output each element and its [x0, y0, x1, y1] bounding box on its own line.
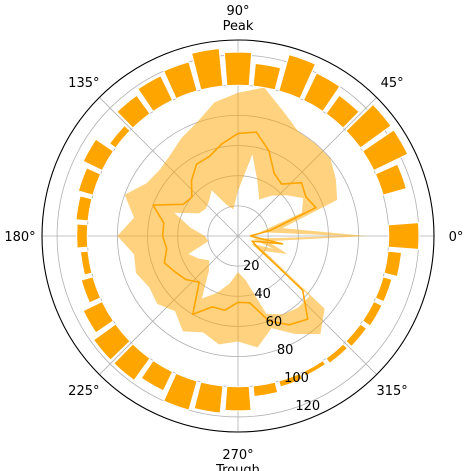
series-line: [152, 131, 317, 326]
angular-tick-label: 0°: [449, 230, 464, 245]
angular-tick-labels: 0° 45° 90° Peak 135° 180° 225° 270° Trough 315°: [4, 4, 463, 471]
bar-4: [345, 103, 392, 149]
bar-30: [302, 359, 327, 377]
bar-9: [223, 51, 253, 87]
polar-spine: [41, 39, 435, 433]
bar-29: [278, 372, 304, 388]
bar-28: [252, 381, 279, 398]
bar-19: [79, 250, 93, 276]
bar-2: [374, 163, 407, 196]
bar-10: [191, 47, 224, 91]
bar-21: [82, 300, 115, 334]
radial-tick-label: 60: [266, 315, 283, 330]
bar-3: [361, 129, 409, 172]
bar-32: [345, 323, 368, 348]
radial-tick-label: 80: [277, 343, 294, 358]
bar-8: [252, 62, 282, 91]
angular-tick-label: 315°: [376, 384, 407, 399]
bar-18: [76, 223, 89, 249]
bar-24: [140, 359, 174, 392]
polar-frame: [41, 39, 435, 433]
bar-25: [163, 372, 198, 411]
radial-tick-labels: 20 40 60 80 100 120: [243, 259, 320, 414]
bar-13: [116, 94, 151, 129]
bar-11: [163, 61, 198, 100]
bar-17: [75, 195, 93, 222]
radial-tick-label: 40: [254, 287, 271, 302]
radial-tick-label: 100: [284, 371, 309, 386]
bar-33: [361, 300, 383, 327]
bar-27: [224, 385, 252, 412]
bar-26: [193, 381, 224, 414]
angular-tick-label: 135°: [68, 76, 99, 91]
radial-tick-label: 20: [243, 259, 260, 274]
angular-tick-label: 270° Trough: [215, 448, 260, 471]
bar-15: [82, 138, 115, 172]
bar-31: [325, 343, 349, 364]
angular-tick-label: 90° Peak: [223, 4, 254, 34]
bar-7: [278, 53, 317, 100]
bar-35: [383, 250, 403, 278]
bar-16: [77, 167, 102, 196]
bar-23: [113, 343, 151, 382]
angular-tick-label: 225°: [68, 384, 99, 399]
bar-layer: [75, 47, 420, 414]
angular-tick-label: 45°: [381, 76, 404, 91]
bar-22: [92, 323, 131, 361]
line-layer: [152, 131, 317, 326]
bar-0: [387, 222, 420, 250]
radial-tick-label: 120: [295, 399, 320, 414]
band-layer: [117, 87, 367, 348]
angular-tick-label: 180°: [4, 230, 35, 245]
bar-6: [302, 72, 341, 113]
bar-12: [137, 75, 174, 113]
bar-20: [80, 276, 102, 304]
bar-14: [108, 124, 131, 149]
bar-34: [374, 276, 393, 303]
band-area: [117, 87, 367, 348]
bar-5: [325, 94, 360, 129]
